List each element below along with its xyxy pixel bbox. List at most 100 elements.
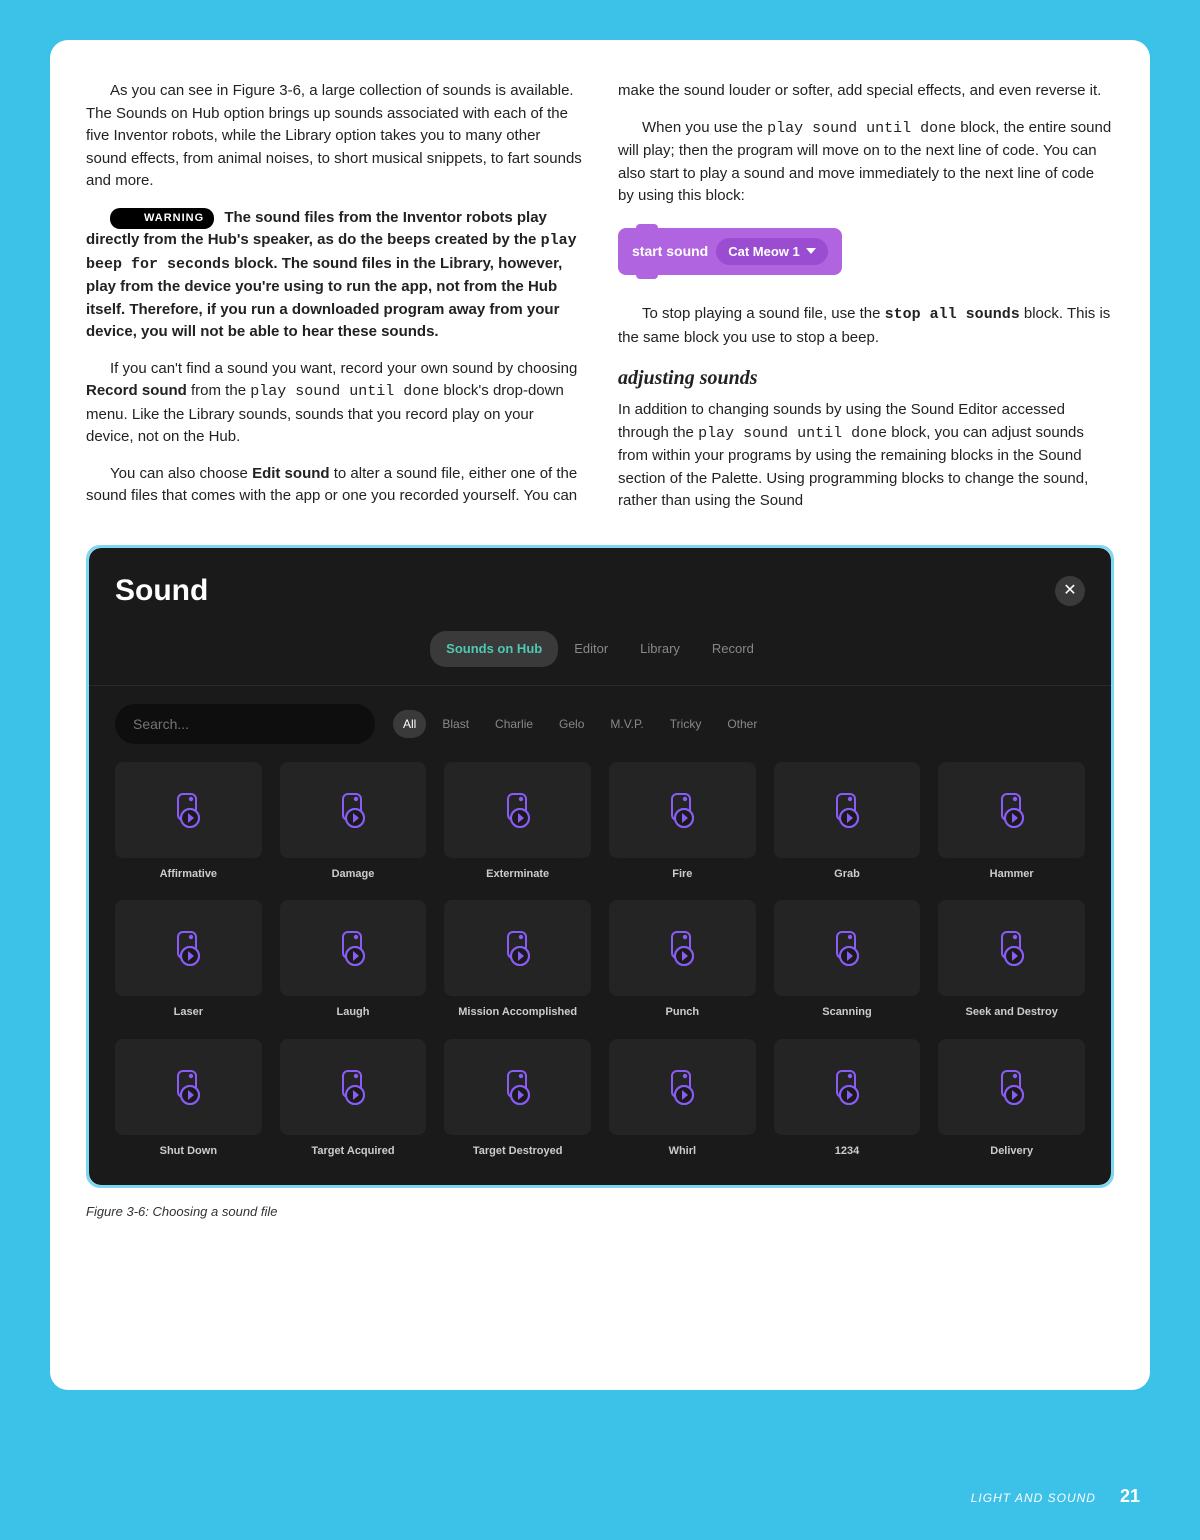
scratch-label: start sound: [632, 241, 708, 262]
sound-item[interactable]: Shut Down: [115, 1039, 262, 1160]
sound-item[interactable]: Laser: [115, 900, 262, 1021]
sound-tile: [774, 900, 921, 996]
sound-tile: [444, 762, 591, 858]
hub-sound-icon: [662, 928, 702, 968]
sound-item[interactable]: Affirmative: [115, 762, 262, 883]
code-play-until-done-2: play sound until done: [767, 120, 956, 137]
close-button[interactable]: ✕: [1055, 576, 1085, 606]
sound-item[interactable]: Seek and Destroy: [938, 900, 1085, 1021]
sound-item[interactable]: Target Acquired: [280, 1039, 427, 1160]
sound-tile: [938, 762, 1085, 858]
hub-sound-icon: [333, 1067, 373, 1107]
hub-sound-icon: [498, 790, 538, 830]
paragraph-adjusting: In addition to changing sounds by using …: [618, 399, 1114, 513]
filter-charlie[interactable]: Charlie: [485, 710, 543, 738]
sound-item[interactable]: Grab: [774, 762, 921, 883]
sound-item[interactable]: Punch: [609, 900, 756, 1021]
tab-sounds-on-hub[interactable]: Sounds on Hub: [430, 631, 558, 667]
hub-sound-icon: [498, 1067, 538, 1107]
sound-grid: Affirmative Damage Exterminate Fire Grab…: [89, 762, 1111, 1186]
hub-sound-icon: [827, 790, 867, 830]
filter-tricky[interactable]: Tricky: [660, 710, 712, 738]
paragraph-stop: To stop playing a sound file, use the st…: [618, 303, 1114, 349]
hub-sound-icon: [992, 790, 1032, 830]
sound-label: Mission Accomplished: [444, 1004, 591, 1021]
figure-frame: Sound ✕ Sounds on HubEditorLibraryRecord…: [86, 545, 1114, 1188]
sound-item[interactable]: Fire: [609, 762, 756, 883]
hub-sound-icon: [662, 1067, 702, 1107]
sound-item[interactable]: Scanning: [774, 900, 921, 1021]
sound-item[interactable]: Delivery: [938, 1039, 1085, 1160]
sound-tile: [609, 1039, 756, 1135]
filter-all[interactable]: All: [393, 710, 426, 738]
sound-tile: [280, 900, 427, 996]
hub-sound-icon: [827, 1067, 867, 1107]
sound-label: Grab: [774, 866, 921, 883]
sound-label: Affirmative: [115, 866, 262, 883]
code-stop-all-sounds: stop all sounds: [885, 306, 1020, 323]
sound-tile: [444, 1039, 591, 1135]
bold-edit-sound: Edit sound: [252, 465, 330, 482]
sound-label: Scanning: [774, 1004, 921, 1021]
page-card: As you can see in Figure 3-6, a large co…: [50, 40, 1150, 1390]
sound-label: Exterminate: [444, 866, 591, 883]
hub-sound-icon: [992, 1067, 1032, 1107]
top-tabs: Sounds on HubEditorLibraryRecord: [89, 631, 1111, 667]
scratch-dropdown[interactable]: Cat Meow 1: [716, 238, 828, 266]
chevron-down-icon: [806, 248, 816, 254]
sound-tile: [280, 1039, 427, 1135]
subhead-adjusting: adjusting sounds: [618, 363, 1114, 393]
code-play-until-done-3: play sound until done: [698, 425, 887, 442]
warning-block: WARNING The sound files from the Invento…: [86, 207, 582, 344]
tab-record[interactable]: Record: [696, 631, 770, 667]
tab-library[interactable]: Library: [624, 631, 696, 667]
sound-tile: [444, 900, 591, 996]
hub-sound-icon: [168, 790, 208, 830]
hub-sound-icon: [992, 928, 1032, 968]
sound-tile: [774, 762, 921, 858]
filter-mvp[interactable]: M.V.P.: [600, 710, 653, 738]
sound-tile: [115, 1039, 262, 1135]
figure-caption: Figure 3-6: Choosing a sound file: [86, 1202, 1114, 1222]
sound-label: Punch: [609, 1004, 756, 1021]
sound-label: Laugh: [280, 1004, 427, 1021]
paragraph-play-until-done: When you use the play sound until done b…: [618, 117, 1114, 208]
chapter-label: LIGHT AND SOUND: [971, 1489, 1096, 1507]
sound-label: Laser: [115, 1004, 262, 1021]
sound-tile: [280, 762, 427, 858]
hub-sound-icon: [168, 1067, 208, 1107]
filter-gelo[interactable]: Gelo: [549, 710, 594, 738]
sound-dialog: Sound ✕ Sounds on HubEditorLibraryRecord…: [89, 548, 1111, 1185]
hub-sound-icon: [662, 790, 702, 830]
start-sound-block: start sound Cat Meow 1: [618, 228, 842, 276]
sound-label: Target Acquired: [280, 1143, 427, 1160]
sound-item[interactable]: 1234: [774, 1039, 921, 1160]
search-filter-row: AllBlastCharlieGeloM.V.P.TrickyOther: [89, 685, 1111, 762]
sound-item[interactable]: Target Destroyed: [444, 1039, 591, 1160]
filter-blast[interactable]: Blast: [432, 710, 479, 738]
sound-item[interactable]: Mission Accomplished: [444, 900, 591, 1021]
scratch-dropdown-value: Cat Meow 1: [728, 242, 800, 262]
sound-label: Fire: [609, 866, 756, 883]
sound-item[interactable]: Laugh: [280, 900, 427, 1021]
bold-record-sound: Record sound: [86, 382, 187, 399]
sound-label: Hammer: [938, 866, 1085, 883]
sound-item[interactable]: Damage: [280, 762, 427, 883]
tab-editor[interactable]: Editor: [558, 631, 624, 667]
hub-sound-icon: [827, 928, 867, 968]
hub-sound-icon: [168, 928, 208, 968]
sound-item[interactable]: Whirl: [609, 1039, 756, 1160]
sound-tile: [609, 762, 756, 858]
sound-item[interactable]: Exterminate: [444, 762, 591, 883]
paragraph-record: If you can't find a sound you want, reco…: [86, 358, 582, 449]
sound-tile: [115, 762, 262, 858]
filter-other[interactable]: Other: [717, 710, 767, 738]
search-input[interactable]: [115, 704, 375, 744]
sound-label: Seek and Destroy: [938, 1004, 1085, 1021]
scratch-block-wrapper: start sound Cat Meow 1: [618, 222, 1114, 290]
hub-sound-icon: [498, 928, 538, 968]
sound-item[interactable]: Hammer: [938, 762, 1085, 883]
sound-tile: [774, 1039, 921, 1135]
hub-sound-icon: [333, 928, 373, 968]
page-footer: LIGHT AND SOUND 21: [971, 1483, 1140, 1510]
